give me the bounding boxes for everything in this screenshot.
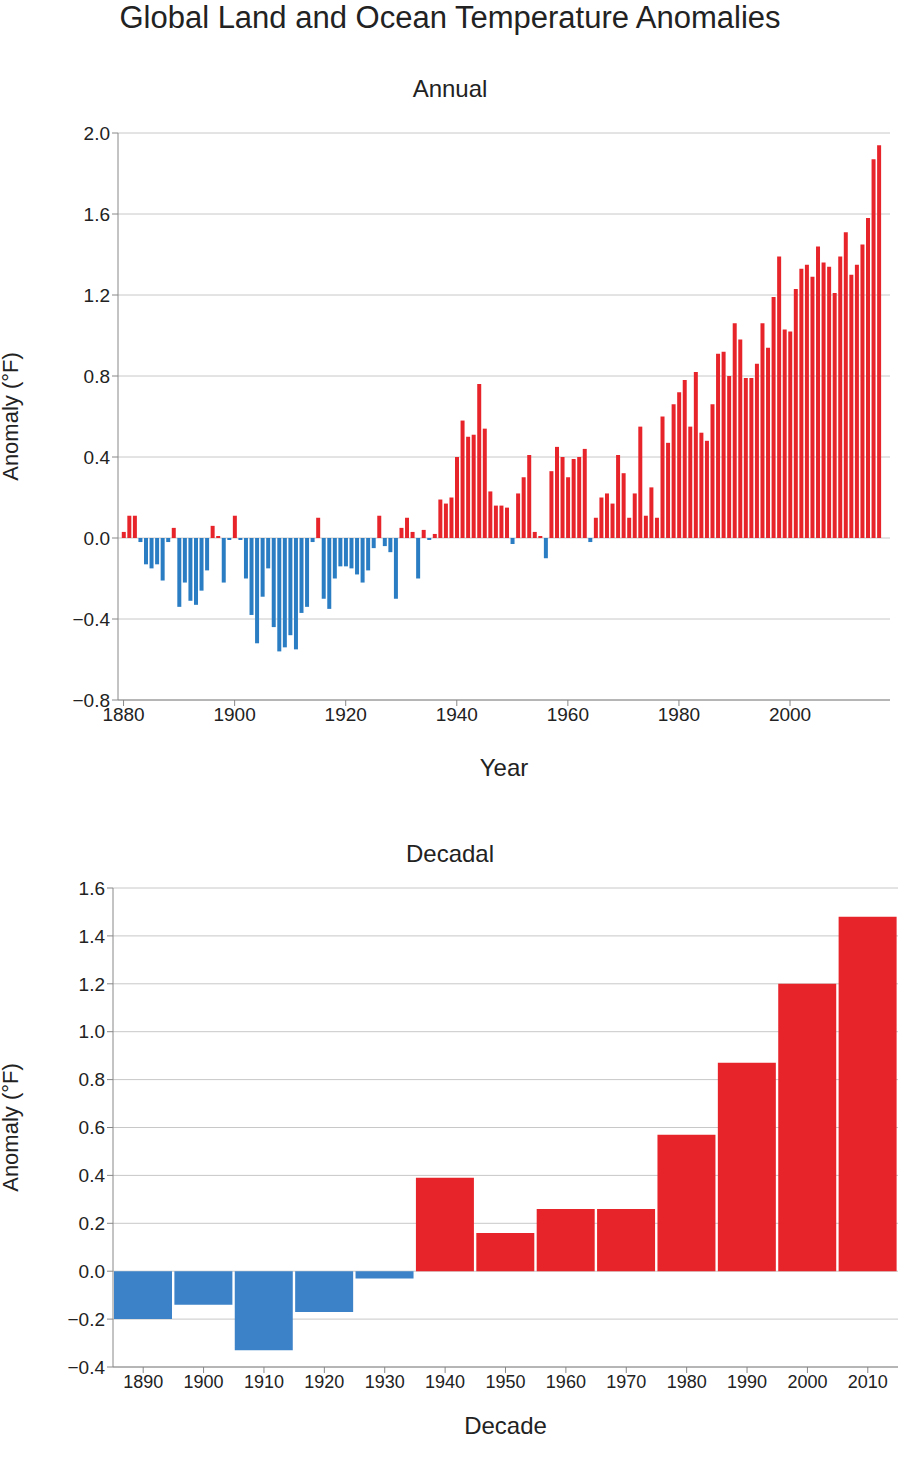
svg-text:Decade: Decade bbox=[464, 1412, 547, 1439]
svg-text:0.4: 0.4 bbox=[79, 1165, 106, 1186]
svg-text:1.6: 1.6 bbox=[79, 878, 105, 899]
svg-text:1920: 1920 bbox=[304, 1372, 344, 1392]
svg-text:0.4: 0.4 bbox=[84, 447, 111, 468]
svg-text:0.8: 0.8 bbox=[84, 366, 110, 387]
svg-text:1950: 1950 bbox=[485, 1372, 525, 1392]
svg-text:0.8: 0.8 bbox=[79, 1069, 105, 1090]
svg-text:0.2: 0.2 bbox=[79, 1213, 105, 1234]
svg-text:1970: 1970 bbox=[606, 1372, 646, 1392]
svg-text:−0.8: −0.8 bbox=[72, 690, 110, 711]
html-text:Annual: Annual bbox=[412, 75, 488, 102]
svg-text:1880: 1880 bbox=[102, 704, 145, 726]
html-text:Global Land and Ocean Temperat: Global Land and Ocean Temperature Anomal… bbox=[119, 0, 781, 35]
svg-text:1920: 1920 bbox=[325, 704, 367, 725]
svg-text:0.0: 0.0 bbox=[84, 528, 110, 549]
svg-text:1.2: 1.2 bbox=[79, 974, 105, 995]
svg-text:1910: 1910 bbox=[244, 1372, 284, 1392]
svg-text:1960: 1960 bbox=[547, 704, 589, 725]
svg-text:−0.2: −0.2 bbox=[67, 1309, 105, 1330]
svg-text:1890: 1890 bbox=[123, 1372, 163, 1392]
svg-text:−0.4: −0.4 bbox=[72, 609, 110, 630]
svg-text:1930: 1930 bbox=[365, 1372, 405, 1392]
svg-text:Year: Year bbox=[480, 754, 529, 780]
svg-text:2010: 2010 bbox=[848, 1372, 888, 1392]
svg-text:1940: 1940 bbox=[425, 1372, 465, 1392]
svg-text:−0.4: −0.4 bbox=[67, 1357, 105, 1378]
svg-text:Anomaly (°F): Anomaly (°F) bbox=[8, 352, 23, 481]
svg-text:1900: 1900 bbox=[184, 1372, 224, 1392]
svg-text:1.4: 1.4 bbox=[79, 926, 106, 947]
svg-text:2000: 2000 bbox=[769, 704, 811, 725]
svg-text:1.6: 1.6 bbox=[84, 204, 110, 225]
svg-text:2000: 2000 bbox=[787, 1372, 827, 1392]
svg-text:1990: 1990 bbox=[727, 1372, 767, 1392]
html-text:Decadal: Decadal bbox=[406, 840, 494, 867]
svg-text:1980: 1980 bbox=[658, 704, 700, 725]
svg-text:1900: 1900 bbox=[213, 704, 255, 725]
svg-text:2.0: 2.0 bbox=[84, 123, 110, 144]
svg-text:Anomaly (°F): Anomaly (°F) bbox=[8, 1063, 23, 1192]
svg-text:1.2: 1.2 bbox=[84, 285, 110, 306]
svg-text:1960: 1960 bbox=[546, 1372, 586, 1392]
svg-text:1940: 1940 bbox=[436, 704, 478, 725]
svg-text:0.6: 0.6 bbox=[79, 1117, 105, 1138]
svg-text:0.0: 0.0 bbox=[79, 1261, 105, 1282]
svg-text:1980: 1980 bbox=[667, 1372, 707, 1392]
svg-text:1.0: 1.0 bbox=[79, 1021, 105, 1042]
